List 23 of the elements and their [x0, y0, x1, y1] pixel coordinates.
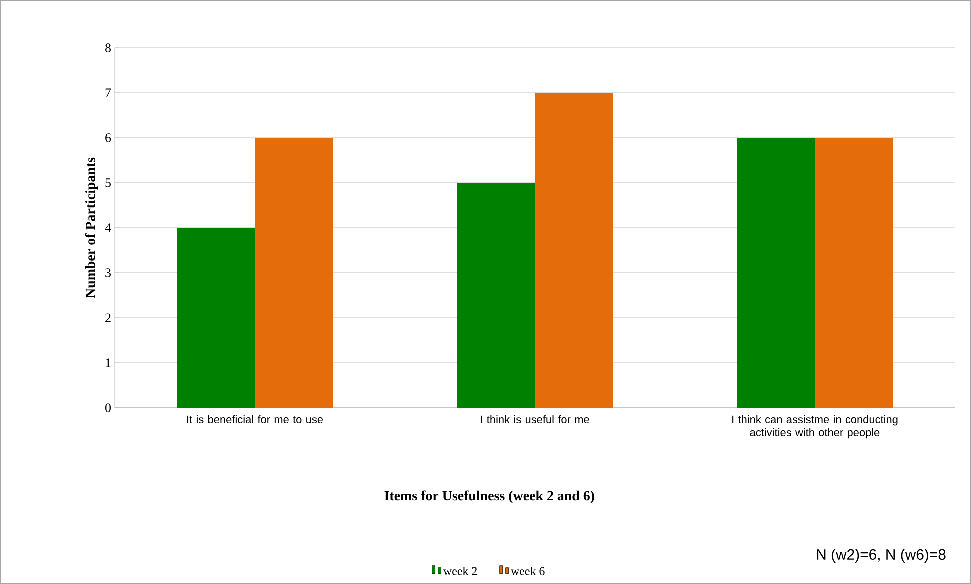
y-axis-title: Number of Participants [85, 158, 98, 298]
y-tick-label: 3 [106, 268, 111, 278]
bar [815, 138, 894, 408]
bar [177, 228, 256, 408]
y-tick-label: 7 [106, 88, 112, 98]
bar [737, 138, 816, 408]
bar [255, 138, 334, 408]
y-tick-label: 6 [106, 134, 112, 142]
y-tick-label: 5 [106, 178, 111, 188]
y-tick-label: 0 [106, 404, 111, 412]
y-tick-label: 4 [105, 224, 112, 232]
y-tick-label: 2 [106, 314, 111, 322]
text: N (w2)=6, N (w6)=8 [817, 549, 946, 563]
legend-label: week 6 [511, 566, 545, 576]
legend-label: week 2 [443, 566, 477, 576]
bar [457, 182, 536, 408]
x-axis-title: Items for Usefulness (week 2 and 6) [384, 490, 594, 504]
x-tick-label: It is beneficial for me to use [188, 416, 324, 424]
y-tick-label: 8 [106, 44, 111, 52]
y-tick-label: 1 [106, 358, 111, 368]
x-tick-label: I think is useful for me [481, 416, 590, 424]
x-tick-label: I think can assistme in conducting activities with other people [732, 416, 898, 439]
bar [535, 92, 614, 408]
